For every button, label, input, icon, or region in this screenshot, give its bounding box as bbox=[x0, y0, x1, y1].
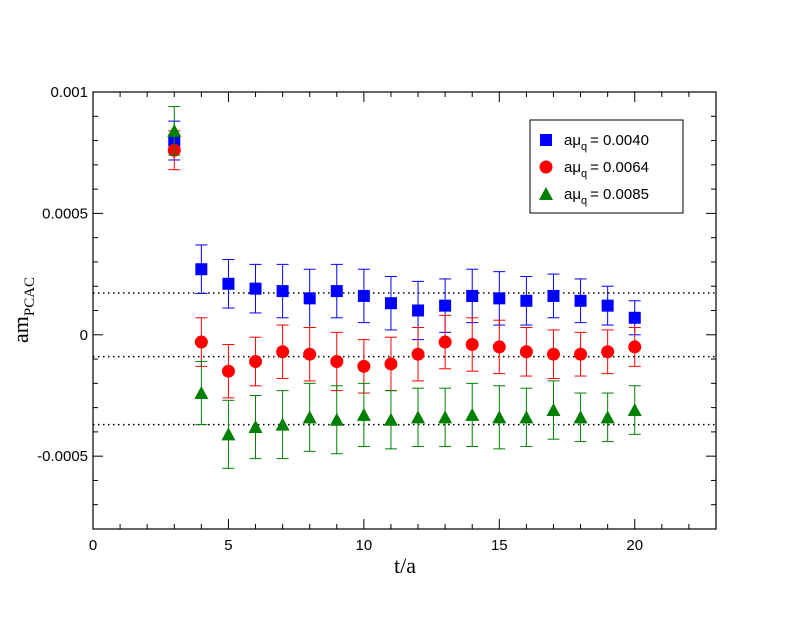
data-point bbox=[330, 285, 343, 298]
data-point bbox=[221, 427, 236, 441]
data-point bbox=[194, 386, 209, 400]
series-2 bbox=[167, 130, 642, 399]
x-axis-title: t/a bbox=[394, 553, 416, 578]
legend-marker-3 bbox=[539, 187, 553, 200]
data-point bbox=[601, 299, 614, 312]
data-point bbox=[465, 337, 479, 351]
data-point bbox=[493, 292, 506, 305]
y-axis-title-sub: PCAC bbox=[22, 277, 38, 316]
legend-sub: q bbox=[581, 195, 587, 207]
legend-label-1: aμq = 0.0040 bbox=[564, 132, 649, 153]
data-point bbox=[330, 354, 344, 368]
data-point bbox=[573, 410, 588, 424]
data-point bbox=[574, 294, 587, 307]
data-point bbox=[195, 263, 208, 276]
legend-prefix: aμ bbox=[564, 186, 581, 203]
data-point bbox=[194, 335, 208, 349]
data-point bbox=[167, 123, 182, 137]
data-point bbox=[438, 410, 453, 424]
legend-box bbox=[529, 119, 684, 214]
legend-value: = 0.0085 bbox=[590, 186, 649, 203]
legend-label-3: aμq = 0.0085 bbox=[564, 186, 649, 207]
legend-value: = 0.0064 bbox=[590, 159, 649, 176]
data-point bbox=[275, 417, 290, 431]
data-point bbox=[276, 345, 290, 359]
series-1 bbox=[168, 120, 641, 341]
data-point bbox=[248, 420, 263, 434]
data-point bbox=[384, 297, 397, 310]
data-point bbox=[383, 412, 398, 426]
data-point bbox=[276, 285, 289, 298]
data-point bbox=[520, 294, 533, 307]
x-tick-label: 5 bbox=[224, 537, 232, 554]
y-tick-label: 0.0005 bbox=[42, 205, 88, 222]
data-point bbox=[329, 412, 344, 426]
x-tick-label: 10 bbox=[356, 537, 373, 554]
data-point bbox=[357, 359, 371, 373]
data-point bbox=[465, 407, 480, 421]
legend-sub: q bbox=[581, 141, 587, 153]
data-point bbox=[438, 335, 452, 349]
data-point bbox=[249, 282, 262, 295]
data-point bbox=[222, 277, 235, 290]
data-point bbox=[574, 347, 588, 361]
y-axis-title: amPCAC bbox=[8, 277, 38, 343]
data-point bbox=[519, 410, 534, 424]
y-tick-label: 0 bbox=[80, 327, 88, 344]
data-point bbox=[601, 345, 615, 359]
data-point bbox=[519, 345, 533, 359]
data-point bbox=[628, 311, 641, 324]
data-point bbox=[546, 347, 560, 361]
x-tick-label: 20 bbox=[626, 537, 643, 554]
legend-value: = 0.0040 bbox=[590, 132, 649, 149]
y-tick-label: 0.001 bbox=[50, 84, 88, 101]
data-point bbox=[600, 410, 615, 424]
series-layer bbox=[167, 106, 642, 469]
data-point bbox=[357, 289, 370, 302]
data-point bbox=[411, 410, 426, 424]
legend-marker-1 bbox=[540, 134, 552, 146]
data-point bbox=[492, 340, 506, 354]
data-point bbox=[547, 289, 560, 302]
x-tick-label: 15 bbox=[491, 537, 508, 554]
data-point bbox=[384, 357, 398, 371]
data-point bbox=[628, 340, 642, 354]
data-point bbox=[221, 364, 235, 378]
data-point bbox=[439, 299, 452, 312]
data-point bbox=[302, 410, 317, 424]
data-point bbox=[411, 347, 425, 361]
data-point bbox=[249, 354, 263, 368]
legend-label-2: aμq = 0.0064 bbox=[564, 159, 649, 180]
data-point bbox=[466, 289, 479, 302]
data-point bbox=[303, 347, 317, 361]
legend-prefix: aμ bbox=[564, 132, 581, 149]
data-point bbox=[627, 403, 642, 417]
data-point bbox=[412, 304, 425, 317]
fit-lines bbox=[93, 292, 716, 426]
legend-sub: q bbox=[581, 168, 587, 180]
legend-prefix: aμ bbox=[564, 159, 581, 176]
data-point bbox=[546, 403, 561, 417]
legend-marker-2 bbox=[539, 160, 553, 174]
y-axis-title-main: am bbox=[8, 316, 33, 343]
data-point bbox=[356, 407, 371, 421]
series-3 bbox=[167, 106, 642, 469]
x-tick-label: 0 bbox=[89, 537, 97, 554]
data-point bbox=[492, 410, 507, 424]
data-point bbox=[303, 292, 316, 305]
y-tick-label: -0.0005 bbox=[37, 448, 88, 465]
axis-ticks bbox=[92, 91, 717, 530]
axis-tick-labels: 0 5 10 15 20 0.001 0.0005 0 -0.0005 bbox=[37, 84, 643, 554]
